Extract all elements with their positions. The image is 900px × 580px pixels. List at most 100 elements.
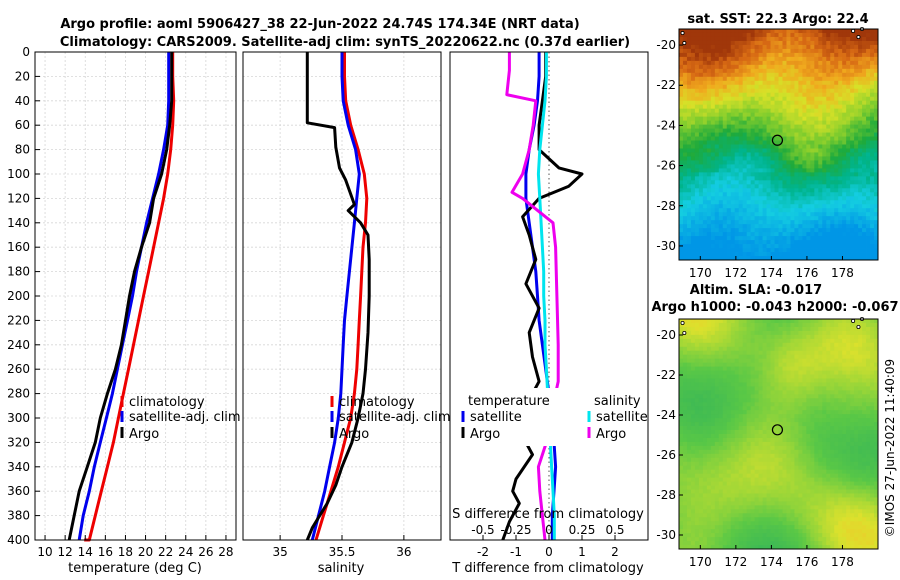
heatmap-cell xyxy=(862,366,867,371)
heatmap-cell xyxy=(846,382,851,387)
heatmap-cell xyxy=(822,108,827,114)
heatmap-cell xyxy=(874,370,879,375)
heatmap-cell xyxy=(854,68,859,74)
heatmap-cell xyxy=(870,216,875,221)
heatmap-cell xyxy=(730,362,736,367)
heatmap-cell xyxy=(714,60,720,66)
heatmap-cell xyxy=(822,410,827,415)
heatmap-cell xyxy=(794,449,799,455)
heatmap-cell xyxy=(698,326,704,332)
heatmap-cell xyxy=(714,370,720,375)
sla-map-title-line1: Altim. SLA: -0.017 xyxy=(690,283,822,298)
heatmap-cell xyxy=(842,32,847,38)
heatmap-cell xyxy=(822,445,827,451)
heatmap-cell xyxy=(754,32,759,38)
heatmap-cell xyxy=(786,196,791,201)
heatmap-cell xyxy=(722,240,728,245)
heatmap-cell xyxy=(722,370,728,375)
heatmap-cell xyxy=(810,136,815,141)
sla-map-panel: Altim. SLA: -0.017 Argo h1000: -0.043 h2… xyxy=(651,283,898,569)
heatmap-cell xyxy=(702,164,708,169)
heatmap-cell xyxy=(698,350,704,356)
heatmap-cell xyxy=(694,200,700,205)
heatmap-cell xyxy=(766,176,771,181)
heatmap-cell xyxy=(782,350,787,356)
heatmap-cell xyxy=(682,116,688,121)
heatmap-cell xyxy=(762,236,767,241)
heatmap-cell xyxy=(866,128,871,133)
heatmap-cell xyxy=(746,84,752,90)
heatmap-cell xyxy=(718,168,724,173)
heatmap-cell xyxy=(814,354,819,360)
heatmap-cell xyxy=(679,322,684,328)
heatmap-cell xyxy=(814,453,819,459)
heatmap-cell xyxy=(746,100,752,106)
heatmap-cell xyxy=(762,453,767,459)
heatmap-cell xyxy=(846,188,851,193)
heatmap-cell xyxy=(806,386,811,391)
heatmap-cell xyxy=(762,319,767,324)
heatmap-cell xyxy=(679,461,684,467)
heatmap-cell xyxy=(810,342,815,348)
heatmap-cell xyxy=(858,418,863,423)
heatmap-cell xyxy=(850,112,855,118)
heatmap-cell xyxy=(814,402,819,407)
x-tick-label: -2 xyxy=(477,545,489,559)
heatmap-cell xyxy=(802,120,807,125)
heatmap-cell xyxy=(866,152,871,157)
heatmap-cell xyxy=(694,422,700,427)
heatmap-cell xyxy=(854,88,859,94)
heatmap-cell xyxy=(850,244,855,249)
heatmap-cell xyxy=(762,192,767,197)
heatmap-cell xyxy=(718,326,724,332)
heatmap-cell xyxy=(870,164,875,169)
heatmap-cell xyxy=(686,346,692,352)
heatmap-cell xyxy=(762,374,767,379)
heatmap-cell xyxy=(810,192,815,197)
heatmap-cell xyxy=(858,406,863,411)
heatmap-cell xyxy=(806,334,811,340)
heatmap-cell xyxy=(814,342,819,348)
heatmap-cell xyxy=(746,449,752,455)
heatmap-cell xyxy=(854,350,859,356)
heatmap-cell xyxy=(850,232,855,237)
heatmap-cell xyxy=(814,422,819,427)
heatmap-cell xyxy=(682,29,688,34)
heatmap-cell xyxy=(790,96,795,102)
heatmap-cell xyxy=(702,390,708,395)
heatmap-cell xyxy=(782,68,787,74)
heatmap-cell xyxy=(870,64,875,70)
heatmap-cell xyxy=(726,346,732,352)
heatmap-cell xyxy=(722,64,728,70)
heatmap-cell xyxy=(706,152,712,157)
heatmap-cell xyxy=(810,212,815,217)
heatmap-cell xyxy=(734,362,740,367)
heatmap-cell xyxy=(794,148,799,153)
heatmap-cell xyxy=(770,334,775,340)
heatmap-cell xyxy=(750,402,756,407)
heatmap-cell xyxy=(850,160,855,165)
heatmap-cell xyxy=(766,224,771,229)
heatmap-cell xyxy=(738,128,744,133)
heatmap-cell xyxy=(726,330,732,336)
heatmap-cell xyxy=(782,112,787,118)
heatmap-cell xyxy=(686,461,692,467)
heatmap-cell xyxy=(854,244,859,249)
heatmap-cell xyxy=(862,437,867,443)
heatmap-cell xyxy=(730,256,736,261)
heatmap-cell xyxy=(870,116,875,121)
heatmap-cell xyxy=(806,44,811,50)
heatmap-cell xyxy=(750,152,756,157)
heatmap-cell xyxy=(742,112,748,118)
heatmap-cell xyxy=(866,164,871,169)
heatmap-cell xyxy=(686,350,692,356)
heatmap-cell xyxy=(762,224,767,229)
heatmap-cell xyxy=(754,236,759,241)
heatmap-cell xyxy=(842,252,847,257)
heatmap-cell xyxy=(834,44,839,50)
heatmap-cell xyxy=(738,248,744,253)
heatmap-cell xyxy=(838,116,843,121)
heatmap-cell xyxy=(754,382,759,387)
heatmap-cell xyxy=(694,426,700,431)
heatmap-cell xyxy=(742,164,748,169)
